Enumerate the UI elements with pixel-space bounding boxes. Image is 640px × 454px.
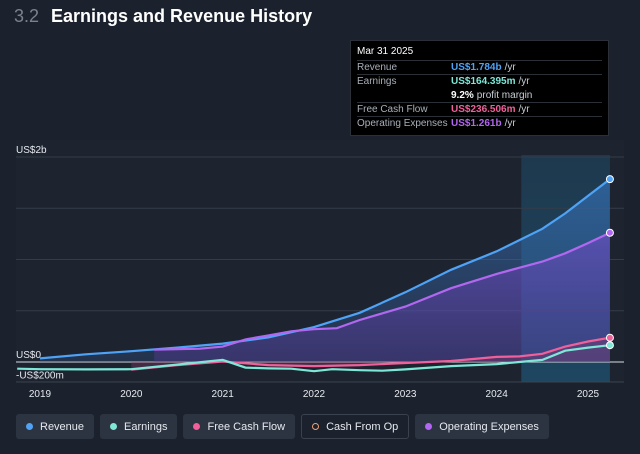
x-tick-label: 2021: [212, 389, 235, 400]
free-cash-flow-endpoint: [605, 333, 614, 342]
revenue-dot-icon: [26, 423, 33, 430]
tooltip-value: US$1.261b: [451, 118, 502, 129]
legend-item-cash-from-op[interactable]: Cash From Op: [301, 414, 410, 439]
earnings-line: [17, 344, 611, 373]
tooltip-row: Revenue US$1.784b/yr: [357, 60, 602, 74]
operating-expenses-endpoint: [605, 228, 614, 237]
tooltip-unit: profit margin: [476, 89, 533, 101]
y-tick-label: US$2b: [16, 145, 47, 156]
legend-item-earnings[interactable]: Earnings: [100, 414, 178, 439]
free-cash-flow-area: [131, 337, 610, 370]
tooltip-row: Earnings US$164.395m/yr: [357, 74, 602, 88]
x-tick-label: 2024: [486, 389, 509, 400]
tooltip-label: Operating Expenses: [357, 118, 448, 129]
revenue-line: [39, 178, 611, 360]
x-tick-label: 2025: [577, 389, 600, 400]
x-tick-label: 2020: [120, 389, 143, 400]
tooltip-value: US$1.784b: [451, 62, 502, 73]
section-title: Earnings and Revenue History: [51, 6, 313, 26]
section-header: 3.2 Earnings and Revenue History: [14, 6, 312, 30]
tooltip-unit: /yr: [518, 104, 530, 115]
tooltip-value: US$236.506m: [451, 104, 516, 115]
tooltip-value: 9.2%: [451, 89, 474, 101]
tooltip-unit: /yr: [518, 76, 530, 87]
tooltip-row: 9.2% profit margin: [357, 88, 602, 102]
x-tick-label: 2019: [29, 389, 52, 400]
tooltip-date: Mar 31 2025: [357, 46, 414, 57]
tooltip-row: Free Cash Flow US$236.506m/yr: [357, 102, 602, 116]
y-tick-label: US$0: [16, 350, 41, 361]
revenue-endpoint: [605, 175, 614, 184]
fcf-dot-icon: [193, 423, 201, 430]
operating-expenses-line: [154, 231, 611, 351]
tooltip-label: Earnings: [357, 76, 397, 87]
tooltip-unit: /yr: [504, 62, 516, 73]
legend-label: Earnings: [124, 420, 168, 433]
chart-tooltip: Mar 31 2025 Revenue US$1.784b/yr Earnings U…: [350, 40, 609, 136]
legend-label: Revenue: [40, 420, 85, 433]
legend-label: Free Cash Flow: [207, 420, 286, 433]
legend-label: Operating Expenses: [439, 420, 539, 433]
opex-dot-icon: [425, 423, 433, 430]
earnings-dot-icon: [110, 423, 118, 430]
x-tick-label: 2023: [394, 389, 417, 400]
legend-item-operating-expenses[interactable]: Operating Expenses: [415, 414, 549, 439]
x-tick-label: 2022: [303, 389, 326, 400]
y-tick-label: -US$200m: [16, 371, 64, 382]
earnings-endpoint: [605, 341, 614, 350]
chart-legend: Revenue Earnings Free Cash Flow Cash From O…: [16, 414, 549, 439]
tooltip-row: Operating Expenses US$1.261b/yr: [357, 116, 602, 130]
tooltip-label: Revenue: [357, 62, 398, 73]
operating-expenses-area: [154, 232, 610, 362]
legend-item-free-cash-flow[interactable]: Free Cash Flow: [183, 414, 296, 439]
tooltip-unit: /yr: [504, 118, 516, 129]
legend-label: Cash From Op: [326, 420, 399, 433]
tooltip-value: US$164.395m: [451, 76, 516, 87]
cfo-hollow-dot-icon: [312, 423, 320, 430]
tooltip-label: Free Cash Flow: [357, 104, 428, 115]
section-number: 3.2: [14, 6, 40, 26]
legend-item-revenue[interactable]: Revenue: [16, 414, 95, 439]
